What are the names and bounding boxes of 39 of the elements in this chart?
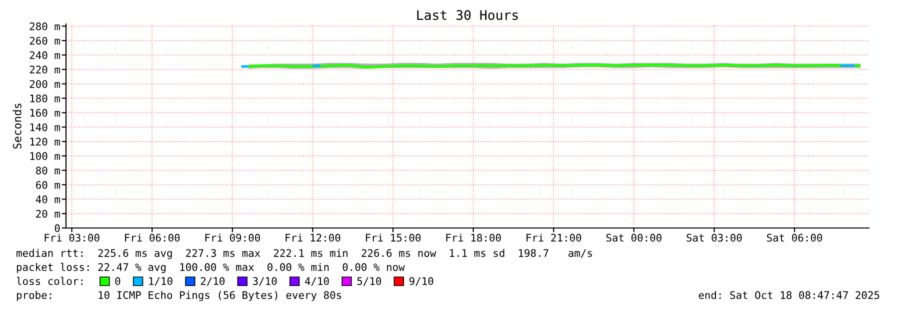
x-tick-label: Fri 12:00 [286,234,340,242]
x-tick-label: Sat 06:00 [766,234,822,242]
y-tick-label: 220 m [30,66,60,74]
y-tick-label: 240 m [30,51,60,60]
y-tick-label: 80 m [36,166,60,174]
y-tick-label: 40 m [36,195,60,204]
chart-title: Last 30 Hours [417,10,518,20]
x-tick-label: Fri 21:00 [526,234,582,242]
x-tick-label: Sat 00:00 [606,234,662,242]
text: median rtt: 225.6 ms avg 227.3 ms max 222.1 ms min 226.6 ms now 1.1 ms sd 198.7 am/s [16,248,592,260]
y-tick-label: 140 m [30,123,60,132]
y-tick-label: 180 m [30,94,60,102]
y-tick-label: 280 m [30,22,60,30]
x-tick-label: Fri 06:00 [125,234,180,242]
x-tick-label: Fri 09:00 [205,234,260,242]
y-tick-label: 20 m [36,210,60,218]
legend-title: loss color: [16,276,82,286]
y-tick-label: 0 [54,224,60,232]
legend-label: 5/10 [357,277,382,286]
text: end: Sat Oct 18 08:47:47 2025 [698,290,880,300]
legend-label: 2/10 [200,277,225,286]
legend-label: 4/10 [304,277,329,286]
x-tick-label: Fri 03:00 [44,234,100,242]
text: packet loss: 22.47 % avg 100.00 % max 0.00 % min 0.00 % now [16,262,405,274]
legend-label: 0 [115,277,120,286]
legend-label: 9/10 [409,277,434,286]
y-tick-label: 200 m [30,80,60,88]
y-axis-title: Seconds [12,104,22,149]
y-tick-label: 60 m [36,181,60,189]
y-tick-label: 260 m [30,36,60,45]
legend-label: 3/10 [252,277,277,286]
y-tick-label: 100 m [30,152,60,160]
x-tick-label: Fri 15:00 [366,234,421,242]
x-tick-label: Sat 03:00 [686,234,742,242]
y-tick-label: 160 m [30,108,60,117]
x-tick-label: Fri 18:00 [446,234,501,242]
legend-label: 1/10 [149,277,172,286]
y-tick-label: 120 m [30,138,60,146]
text: probe: 10 ICMP Echo Pings (56 Bytes) every 80s [16,290,342,302]
